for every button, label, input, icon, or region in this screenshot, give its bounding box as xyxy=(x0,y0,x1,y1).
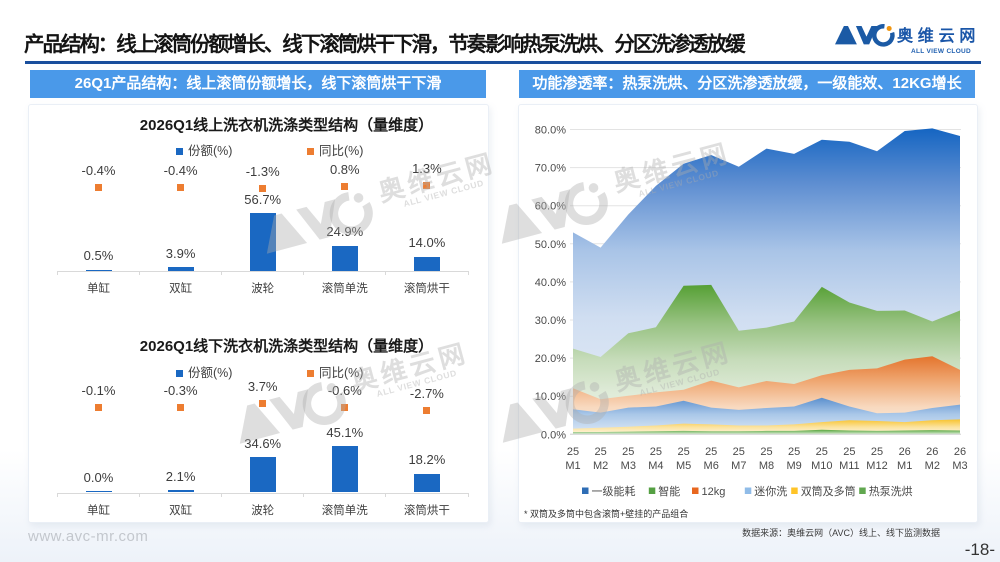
svg-text:M3: M3 xyxy=(621,460,636,472)
svg-text:25: 25 xyxy=(788,446,800,458)
svg-text:25: 25 xyxy=(650,446,662,458)
svg-text:M9: M9 xyxy=(786,460,801,472)
svg-text:M1: M1 xyxy=(897,460,912,472)
svg-text:26: 26 xyxy=(899,446,911,458)
svg-text:M1: M1 xyxy=(565,460,580,472)
svg-text:50.0%: 50.0% xyxy=(535,239,566,251)
svg-text:25: 25 xyxy=(622,446,634,458)
svg-text:M11: M11 xyxy=(839,460,860,472)
svg-text:70.0%: 70.0% xyxy=(535,163,566,175)
svg-text:26: 26 xyxy=(954,446,966,458)
svg-text:25: 25 xyxy=(567,446,579,458)
svg-text:M3: M3 xyxy=(952,460,967,472)
svg-text:25: 25 xyxy=(594,446,606,458)
svg-text:M6: M6 xyxy=(704,460,719,472)
svg-text:26: 26 xyxy=(926,446,938,458)
svg-text:双筒及多筒: 双筒及多筒 xyxy=(801,484,856,498)
svg-text:25: 25 xyxy=(733,446,745,458)
svg-text:热泵洗烘: 热泵洗烘 xyxy=(869,484,913,498)
svg-text:M7: M7 xyxy=(731,460,746,472)
svg-text:25: 25 xyxy=(871,446,883,458)
svg-text:M2: M2 xyxy=(925,460,940,472)
svg-text:30.0%: 30.0% xyxy=(535,315,566,327)
svg-text:25: 25 xyxy=(705,446,717,458)
svg-text:智能: 智能 xyxy=(658,484,680,498)
svg-text:20.0%: 20.0% xyxy=(535,353,566,365)
svg-text:M8: M8 xyxy=(759,460,774,472)
svg-text:M4: M4 xyxy=(648,460,663,472)
svg-text:12kg: 12kg xyxy=(702,486,726,498)
svg-text:0.0%: 0.0% xyxy=(541,429,566,441)
svg-text:M2: M2 xyxy=(593,460,608,472)
svg-text:25: 25 xyxy=(843,446,855,458)
svg-text:25: 25 xyxy=(760,446,772,458)
svg-text:M12: M12 xyxy=(866,460,887,472)
svg-text:40.0%: 40.0% xyxy=(535,277,566,289)
svg-text:迷你洗: 迷你洗 xyxy=(754,485,787,498)
svg-text:80.0%: 80.0% xyxy=(535,125,566,137)
svg-text:M10: M10 xyxy=(811,460,832,472)
svg-text:一级能耗: 一级能耗 xyxy=(592,484,636,498)
svg-text:25: 25 xyxy=(677,446,689,458)
svg-text:10.0%: 10.0% xyxy=(535,391,566,403)
svg-text:25: 25 xyxy=(816,446,828,458)
svg-text:M5: M5 xyxy=(676,460,691,472)
svg-text:60.0%: 60.0% xyxy=(535,201,566,213)
